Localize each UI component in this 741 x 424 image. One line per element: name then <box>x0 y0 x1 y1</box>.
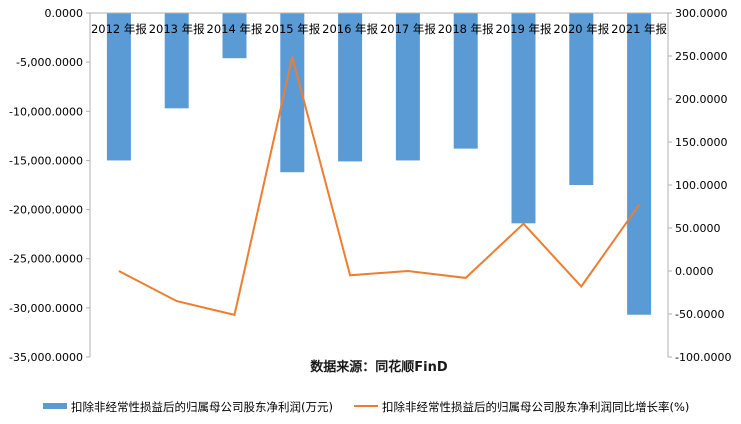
category-label-5: 2017 年报 <box>380 22 436 36</box>
right-tick-label-1: 250.0000 <box>675 50 728 63</box>
category-label-4: 2016 年报 <box>322 22 378 36</box>
bar-9 <box>627 13 652 315</box>
category-label-7: 2019 年报 <box>496 22 552 36</box>
bar-6 <box>453 13 478 149</box>
category-label-2: 2014 年报 <box>207 22 263 36</box>
bar-series <box>106 13 652 315</box>
left-tick-label-4: -20,000.0000 <box>9 204 83 217</box>
category-labels: 2012 年报 2013 年报 2014 年报 2015 年报 2016 年报 2017 … <box>91 22 668 36</box>
right-axis-ticks: 300.0000 250.0000 200.0000 150.0000 100.0000… <box>668 7 731 364</box>
right-tick-label-4: 100.0000 <box>675 179 728 192</box>
legend-line-label: 扣除非经常性损益后的归属母公司股东净利润同比增长率(%) <box>382 400 689 414</box>
legend: 扣除非经常性损益后的归属母公司股东净利润(万元) 扣除非经常性损益后的归属母公司… <box>43 400 689 414</box>
bar-4 <box>338 13 363 162</box>
bar-8 <box>569 13 594 185</box>
legend-bar-swatch <box>43 403 67 409</box>
left-tick-label-2: -10,000.0000 <box>9 105 83 118</box>
left-tick-label-3: -15,000.0000 <box>9 154 83 167</box>
source-note: 数据来源：同花顺FinD <box>310 359 448 375</box>
left-tick-label-6: -30,000.0000 <box>9 302 83 315</box>
bar-2 <box>222 13 247 59</box>
right-tick-label-7: -50.0000 <box>675 308 724 321</box>
left-tick-label-0: 0.0000 <box>45 7 84 20</box>
right-tick-label-0: 300.0000 <box>675 7 728 20</box>
category-label-1: 2013 年报 <box>149 22 205 36</box>
left-axis-ticks: 0.0000 -5,000.0000 -10,000.0000 -15,000.000… <box>9 7 90 364</box>
left-tick-label-7: -35,000.0000 <box>9 351 83 364</box>
category-label-8: 2020 年报 <box>553 22 609 36</box>
category-label-6: 2018 年报 <box>438 22 494 36</box>
bar-5 <box>395 13 420 161</box>
bar-1 <box>164 13 189 109</box>
category-label-0: 2012 年报 <box>91 22 147 36</box>
growth-rate-line <box>118 56 640 317</box>
category-label-9: 2021 年报 <box>611 22 667 36</box>
legend-bar-label: 扣除非经常性损益后的归属母公司股东净利润(万元) <box>71 400 333 414</box>
right-tick-label-6: 0.0000 <box>675 265 714 278</box>
left-tick-label-1: -5,000.0000 <box>16 56 83 69</box>
right-tick-label-2: 200.0000 <box>675 93 728 106</box>
category-label-3: 2015 年报 <box>264 22 320 36</box>
right-tick-label-3: 150.0000 <box>675 136 728 149</box>
left-tick-label-5: -25,000.0000 <box>9 253 83 266</box>
right-tick-label-8: -100.0000 <box>675 351 731 364</box>
right-tick-label-5: 50.0000 <box>675 222 721 235</box>
bar-7 <box>511 13 536 224</box>
bar-0 <box>106 13 131 161</box>
